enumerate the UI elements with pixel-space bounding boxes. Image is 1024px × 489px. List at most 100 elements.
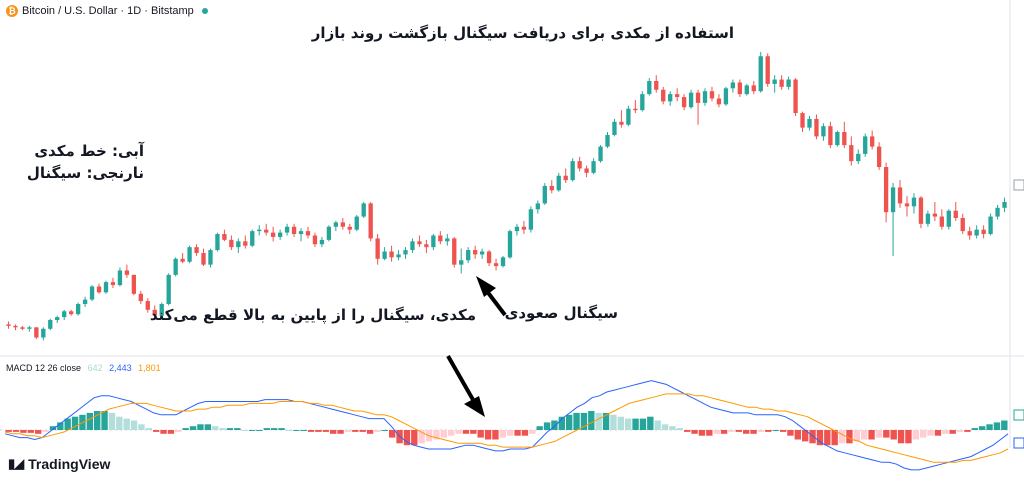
macd-histogram-bar (153, 430, 160, 432)
macd-histogram-bar (337, 430, 344, 434)
candle-body (542, 185, 547, 204)
macd-histogram-bar (5, 430, 12, 432)
macd-histogram-bar (57, 422, 64, 430)
candle-body (500, 257, 506, 267)
macd-histogram-bar (344, 430, 352, 432)
candle-body (619, 121, 624, 125)
candle-body (814, 118, 819, 137)
macd-histogram-bar (802, 430, 809, 442)
macd-histogram-bar (580, 412, 588, 430)
macd-histogram-bar (993, 422, 1001, 430)
candle-body (876, 146, 882, 167)
macd-histogram-bar (824, 430, 831, 446)
candle-body (744, 85, 749, 95)
candle-body (828, 126, 833, 146)
macd-histogram-bar (35, 430, 42, 434)
candle-body (528, 209, 534, 230)
chart-header[interactable]: ₿ Bitcoin / U.S. Dollar · 1D · Bitstamp (6, 5, 208, 17)
candle-body (34, 327, 39, 338)
candle-body (835, 132, 840, 146)
macd-histogram-bar (875, 430, 883, 438)
candle-body (20, 327, 25, 329)
candle-body (807, 118, 812, 128)
candle-body (647, 81, 652, 95)
candle-body (577, 161, 582, 169)
macd-histogram-bar (706, 430, 713, 436)
candle-body (236, 241, 241, 248)
macd-label: MACD 12 26 close (6, 363, 82, 373)
macd-histogram-bar (676, 428, 683, 430)
candle-body (361, 203, 366, 217)
macd-histogram-bar (204, 424, 211, 430)
candle-body (201, 252, 206, 265)
candle-body (967, 231, 972, 236)
macd-histogram-bar (853, 430, 860, 442)
candle-body (326, 226, 332, 240)
candle-body (466, 250, 471, 261)
candle-body (960, 218, 965, 232)
macd-histogram-bar (986, 424, 993, 430)
macd-histogram-bar (838, 430, 846, 444)
macd-histogram-bar (654, 420, 661, 430)
candle-body (438, 235, 443, 242)
candle-body (194, 247, 199, 253)
candle-body (702, 91, 708, 103)
macd-histogram-bar (307, 430, 315, 432)
candle-body (563, 175, 568, 181)
macd-histogram-bar (403, 430, 411, 446)
macd-histogram-bar (979, 426, 986, 430)
candle-body (758, 56, 763, 92)
macd-legend[interactable]: MACD 12 26 close 642 2,443 1,801 (6, 363, 165, 373)
macd-histogram-bar (448, 430, 455, 436)
market-status-dot (201, 8, 208, 14)
macd-histogram-bar (905, 430, 912, 444)
candle-body (918, 197, 924, 224)
candle-body (271, 232, 276, 237)
candle-body (173, 258, 178, 275)
candle-body (849, 145, 854, 162)
candle-body (1002, 201, 1007, 208)
macd-histogram-bar (558, 416, 565, 430)
candle-body (897, 187, 903, 204)
macd-scale-marker-2 (1013, 437, 1024, 449)
candle-body (417, 241, 422, 245)
macd-histogram-bar (971, 428, 978, 430)
macd-histogram-bar (809, 430, 816, 444)
macd-histogram-bar (411, 430, 418, 446)
macd-histogram-bar (330, 430, 337, 434)
macd-histogram-bar (116, 416, 123, 430)
candle-body (257, 229, 262, 232)
candle-body (786, 79, 791, 87)
candle-body (507, 231, 513, 258)
candle-body (333, 222, 339, 227)
macd-histogram-bar (698, 430, 706, 436)
candle-body (981, 229, 986, 235)
macd-histogram-bar (551, 420, 558, 430)
candle-body (709, 91, 715, 99)
macd-histogram-bar (234, 428, 241, 430)
candle-body (208, 250, 213, 265)
candle-body (626, 108, 631, 125)
macd-histogram-bar (757, 430, 765, 432)
candle-body (939, 216, 944, 227)
macd-histogram-bar (632, 418, 639, 430)
candle-body (452, 238, 457, 265)
candle-body (305, 231, 311, 236)
tradingview-icon: ▮◢ (8, 456, 24, 471)
candle-body (640, 94, 645, 111)
candle-body (472, 250, 478, 255)
candle-body (152, 309, 157, 316)
macd-histogram-bar (625, 418, 632, 430)
macd-histogram-bar (861, 430, 868, 440)
macd-histogram-bar (942, 430, 949, 434)
candle-body (870, 136, 875, 147)
candle-body (410, 241, 415, 251)
candle-body (821, 126, 826, 137)
candle-body (904, 203, 910, 207)
candle-body (953, 210, 958, 219)
tradingview-logo[interactable]: ▮◢ TradingView (8, 456, 110, 472)
symbol-title: Bitcoin / U.S. Dollar · 1D · Bitstamp (22, 5, 194, 17)
macd-histogram-bar (890, 430, 897, 440)
macd-histogram-bar (374, 430, 381, 432)
